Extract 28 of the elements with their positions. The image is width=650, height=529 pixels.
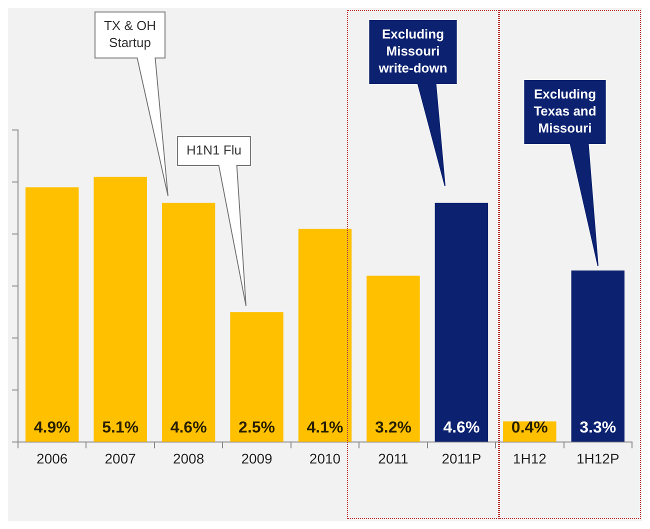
bar	[434, 202, 488, 442]
x-tick-label: 1H12P	[576, 450, 620, 466]
bar	[230, 312, 284, 442]
data-label: 4.9%	[34, 420, 70, 437]
text: H1N1 Flu	[186, 142, 242, 158]
bar	[298, 228, 352, 442]
data-label: 5.1%	[102, 420, 139, 437]
text: TX & OH Startup	[104, 18, 156, 50]
x-tick-label: 1H12	[512, 450, 547, 466]
x-tick-label: 2010	[309, 450, 341, 466]
data-label: 0.4%	[511, 420, 548, 437]
x-tick-label: 2011P	[442, 450, 482, 466]
x-tick-label: 2006	[36, 450, 68, 466]
bar	[366, 276, 420, 442]
x-tick-label: 2007	[104, 450, 136, 466]
bar	[571, 270, 624, 442]
data-label: 4.6%	[170, 420, 207, 437]
data-label: 4.6%	[443, 420, 480, 437]
text: Excluding Missouri write-down	[378, 26, 448, 76]
data-label: 2.5%	[238, 420, 276, 437]
x-tick-label: 2008	[172, 450, 204, 466]
text: Excluding Texas and Missouri	[534, 86, 596, 136]
x-tick-label: 2011	[378, 450, 408, 466]
data-label: 4.1%	[306, 420, 344, 437]
data-label: 3.3%	[580, 420, 616, 437]
data-label: 3.2%	[374, 420, 412, 437]
x-tick-label: 2009	[241, 450, 273, 466]
bar	[26, 187, 79, 442]
